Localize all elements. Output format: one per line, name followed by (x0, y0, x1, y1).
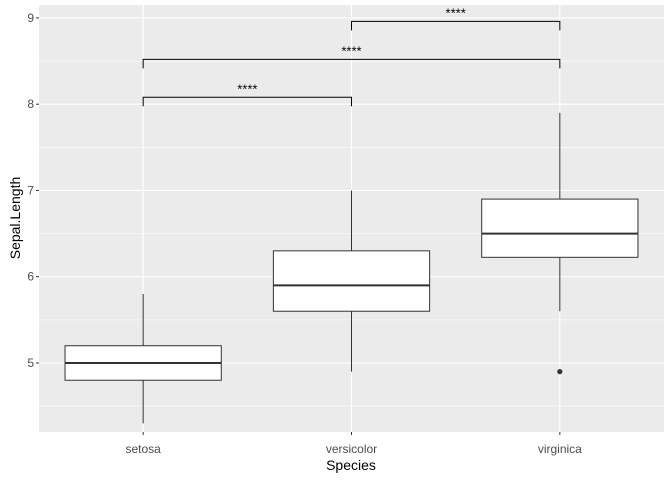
x-tick-label: virginica (538, 442, 582, 456)
box-versicolor (272, 190, 431, 372)
y-axis-ticks: 5 6 7 8 9 (27, 11, 39, 370)
bracket-line (142, 96, 352, 107)
significance-label: **** (446, 5, 466, 20)
y-tick-label: 8 (27, 97, 34, 111)
box-iqr (481, 198, 639, 258)
bracket-line (142, 58, 561, 69)
box-setosa (64, 293, 222, 424)
bracket-line (351, 20, 561, 31)
box-layer (64, 112, 639, 424)
bracket-setosa-virginica: **** (142, 43, 561, 69)
outlier-point (557, 369, 563, 375)
x-tick-label: versicolor (326, 442, 377, 456)
significance-label: **** (341, 43, 361, 58)
significance-label: **** (237, 81, 257, 96)
y-tick-label: 5 (27, 356, 34, 370)
x-axis-title: Species (326, 457, 376, 473)
x-axis-ticks: setosa versicolor virginica (125, 432, 582, 456)
significance-layer: **** **** **** (142, 5, 561, 107)
y-axis-title: Sepal.Length (7, 177, 23, 260)
y-tick-label: 6 (27, 270, 34, 284)
bracket-setosa-versicolor: **** (142, 81, 352, 107)
bracket-versicolor-virginica: **** (351, 5, 561, 31)
x-tick-label: setosa (125, 442, 161, 456)
y-tick-label: 7 (27, 183, 34, 197)
y-tick-label: 9 (27, 11, 34, 25)
box-virginica (481, 112, 639, 375)
box-iqr (272, 250, 431, 312)
